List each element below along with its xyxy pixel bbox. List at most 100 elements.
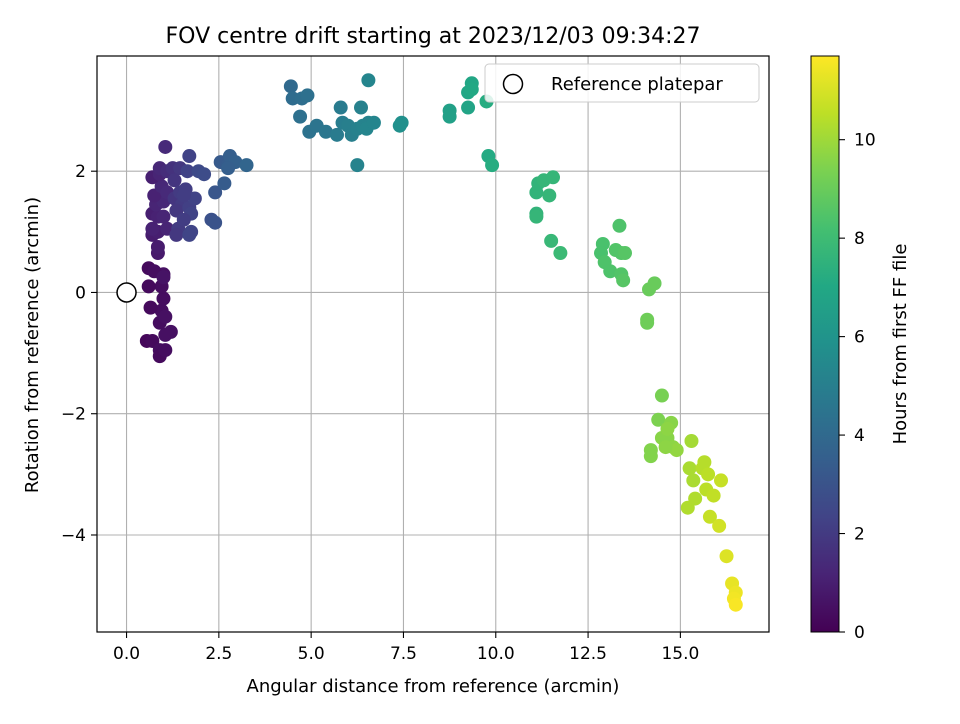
scatter-point — [553, 246, 568, 261]
x-axis-ticks: 0.0 2.5 5.0 7.5 10.0 12.5 15.0 — [113, 632, 699, 664]
scatter-point — [163, 324, 178, 339]
scatter-point — [141, 279, 156, 294]
scatter-point — [728, 597, 743, 612]
chart-title: FOV centre drift starting at 2023/12/03 … — [166, 24, 701, 49]
scatter-point — [684, 434, 699, 449]
y-axis-ticks: −4 −2 0 2 — [61, 162, 97, 546]
legend: Reference platepar — [484, 63, 760, 103]
x-tick-label: 5.0 — [298, 644, 325, 664]
scatter-point — [618, 246, 632, 261]
scatter-point — [156, 291, 171, 306]
colorbar-tick-label: 10 — [854, 131, 876, 151]
y-axis-label: Rotation from reference (arcmin) — [22, 197, 43, 493]
x-tick-label: 12.5 — [569, 644, 607, 664]
scatter-point — [529, 209, 544, 224]
colorbar: 0 2 4 6 8 10 Hours from first FF file — [810, 55, 911, 643]
scatter-point — [169, 227, 184, 242]
scatter-point — [187, 191, 202, 206]
scatter-point — [143, 300, 158, 315]
y-tick-label: 2 — [75, 162, 86, 182]
scatter-point — [546, 170, 560, 185]
scatter-point — [176, 188, 191, 203]
scatter-point — [702, 509, 717, 524]
colorbar-gradient — [810, 55, 840, 633]
scatter-point — [158, 309, 173, 324]
colorbar-tick-label: 6 — [854, 328, 865, 348]
scatter-point — [544, 233, 559, 248]
x-tick-label: 0.0 — [113, 644, 140, 664]
colorbar-tick-label: 0 — [854, 623, 865, 643]
reference-marker-group — [116, 282, 137, 303]
scatter-point — [366, 115, 381, 130]
colorbar-tick-label: 4 — [854, 426, 865, 446]
grid — [97, 56, 769, 632]
colorbar-tick-label: 8 — [854, 229, 865, 249]
scatter-point — [221, 161, 236, 176]
scatter-point — [442, 109, 457, 124]
legend-reference-marker-icon — [502, 73, 524, 95]
scatter-point — [461, 100, 476, 115]
scatter-point — [182, 149, 197, 164]
scatter-point — [706, 488, 721, 503]
legend-box — [484, 63, 760, 103]
scatter-point — [208, 215, 223, 230]
scatter-point — [542, 188, 557, 203]
scatter-point — [712, 518, 727, 533]
plot-frame — [96, 55, 770, 633]
scatter-points — [139, 73, 743, 612]
scatter-point — [354, 100, 368, 115]
scatter-point — [180, 164, 195, 179]
scatter-point — [612, 218, 627, 233]
scatter-point — [197, 167, 212, 182]
scatter-point — [156, 270, 171, 285]
scatter-point — [660, 421, 675, 436]
scatter-point — [167, 173, 182, 188]
scatter-point — [145, 221, 160, 236]
scatter-point — [485, 158, 500, 173]
x-tick-label: 7.5 — [390, 644, 417, 664]
y-tick-label: −2 — [61, 405, 86, 425]
scatter-point — [701, 467, 716, 482]
scatter-point — [333, 100, 348, 115]
scatter-point — [300, 88, 315, 103]
x-tick-label: 15.0 — [661, 644, 699, 664]
x-tick-label: 2.5 — [205, 644, 232, 664]
colorbar-tick-label: 2 — [854, 525, 865, 545]
colorbar-label: Hours from first FF file — [890, 244, 911, 445]
reference-platepar-marker — [116, 282, 137, 303]
scatter-point — [719, 549, 734, 564]
scatter-point — [603, 264, 618, 279]
scatter-point — [394, 115, 409, 130]
x-axis-label: Angular distance from reference (arcmin) — [247, 676, 620, 697]
scatter-point — [283, 79, 298, 94]
scatter-point — [350, 158, 365, 173]
colorbar-ticks: 0 2 4 6 8 10 — [839, 131, 876, 643]
scatter-point — [176, 212, 191, 227]
scatter-point — [150, 239, 165, 254]
legend-entry-label: Reference platepar — [551, 74, 723, 95]
y-tick-label: 0 — [75, 283, 86, 303]
scatter-point — [682, 461, 697, 476]
scatter-point — [156, 209, 171, 224]
scatter-point — [616, 273, 631, 288]
scatter-point — [669, 443, 684, 458]
scatter-point — [640, 315, 655, 330]
scatter-point — [239, 158, 254, 173]
scatter-point — [318, 124, 333, 139]
scatter-point — [464, 82, 479, 97]
scatter-point — [686, 473, 701, 488]
scatter-point — [643, 449, 658, 464]
scatter-point — [651, 412, 666, 427]
scatter-point — [647, 276, 662, 291]
scatter-point — [293, 109, 308, 124]
x-tick-label: 10.0 — [477, 644, 515, 664]
scatter-point — [158, 139, 173, 154]
scatter-point — [158, 343, 173, 358]
scatter-point — [654, 388, 669, 403]
scatter-point — [208, 185, 223, 200]
scatter-point — [688, 491, 703, 506]
scatter-point — [361, 73, 376, 88]
scatter-point — [697, 455, 712, 470]
scatter-point — [714, 473, 728, 488]
